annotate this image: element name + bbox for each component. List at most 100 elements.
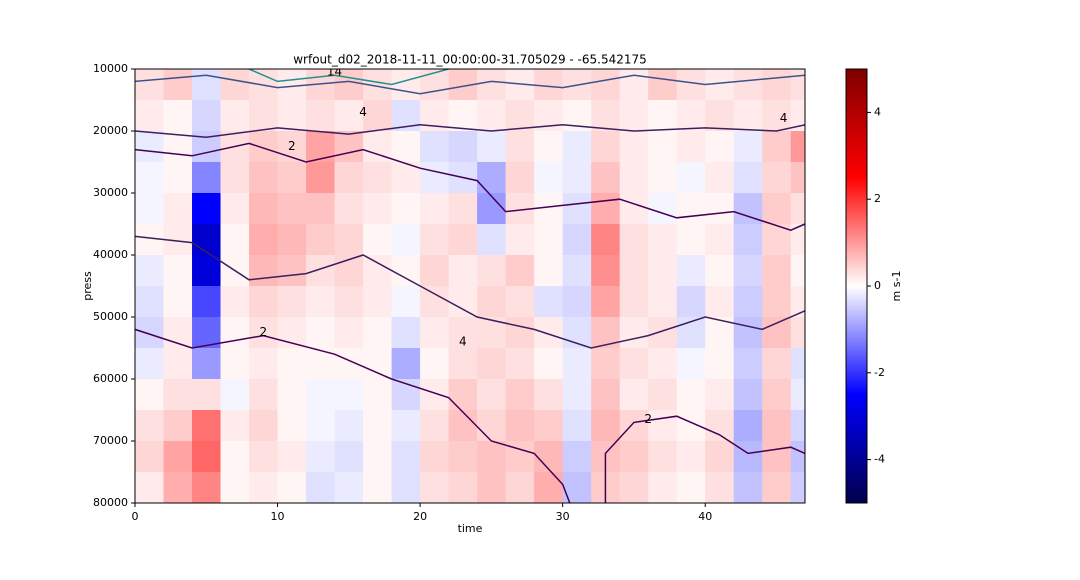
cell bbox=[648, 410, 678, 442]
cell bbox=[391, 193, 421, 225]
cell bbox=[648, 100, 678, 132]
cell bbox=[534, 348, 564, 380]
cell bbox=[676, 69, 706, 101]
cell bbox=[420, 224, 450, 256]
cell bbox=[705, 441, 735, 473]
contour-label: 4 bbox=[780, 111, 788, 125]
cell bbox=[534, 224, 564, 256]
cell bbox=[705, 131, 735, 163]
cell bbox=[648, 193, 678, 225]
cell bbox=[334, 286, 364, 318]
cell bbox=[220, 193, 250, 225]
cell bbox=[334, 100, 364, 132]
cell bbox=[277, 410, 307, 442]
cell bbox=[249, 193, 279, 225]
colorbar-tick-label: -2 bbox=[874, 366, 885, 379]
cell bbox=[420, 193, 450, 225]
cell bbox=[192, 255, 222, 287]
cell bbox=[477, 441, 507, 473]
cell bbox=[334, 193, 364, 225]
cell bbox=[705, 472, 735, 503]
cell bbox=[249, 162, 279, 194]
cell bbox=[391, 441, 421, 473]
cell bbox=[306, 162, 336, 194]
cell bbox=[163, 286, 193, 318]
cell bbox=[562, 379, 592, 411]
cell bbox=[363, 193, 393, 225]
cell bbox=[762, 379, 792, 411]
cell bbox=[505, 286, 535, 318]
cell bbox=[192, 224, 222, 256]
cell bbox=[334, 224, 364, 256]
cell bbox=[135, 348, 165, 380]
cell bbox=[790, 162, 805, 194]
cell bbox=[249, 224, 279, 256]
cell bbox=[505, 348, 535, 380]
cell bbox=[391, 472, 421, 503]
cell bbox=[505, 100, 535, 132]
cell bbox=[591, 348, 621, 380]
cell bbox=[363, 162, 393, 194]
contours: 4 2 4 2 2 4 14 bbox=[135, 69, 805, 503]
cell bbox=[277, 441, 307, 473]
cell bbox=[562, 441, 592, 473]
cell bbox=[306, 472, 336, 503]
cell bbox=[705, 100, 735, 132]
cell bbox=[163, 348, 193, 380]
cell bbox=[591, 379, 621, 411]
cell bbox=[249, 441, 279, 473]
cell bbox=[762, 162, 792, 194]
cell bbox=[220, 472, 250, 503]
y-tick-label: 40000 bbox=[93, 248, 128, 261]
cell bbox=[619, 69, 649, 101]
heatmap bbox=[135, 69, 805, 503]
colorbar bbox=[845, 68, 868, 504]
contour-label: 2 bbox=[644, 412, 652, 426]
cell bbox=[676, 441, 706, 473]
cell bbox=[619, 379, 649, 411]
cell bbox=[562, 255, 592, 287]
cell bbox=[192, 379, 222, 411]
cell bbox=[477, 410, 507, 442]
x-tick-label: 20 bbox=[413, 510, 427, 523]
cell bbox=[363, 410, 393, 442]
cell bbox=[762, 441, 792, 473]
cell bbox=[448, 131, 478, 163]
cell bbox=[249, 348, 279, 380]
cell bbox=[534, 472, 564, 503]
cell bbox=[249, 317, 279, 349]
cell bbox=[733, 410, 763, 442]
cell bbox=[733, 472, 763, 503]
cell bbox=[448, 348, 478, 380]
cell bbox=[534, 441, 564, 473]
cell bbox=[477, 69, 507, 101]
cell bbox=[733, 224, 763, 256]
cell bbox=[591, 410, 621, 442]
cell bbox=[391, 69, 421, 101]
cell bbox=[306, 193, 336, 225]
cell bbox=[534, 286, 564, 318]
cell bbox=[733, 317, 763, 349]
cell bbox=[420, 162, 450, 194]
plot-frame bbox=[134, 68, 806, 504]
y-tick-label: 20000 bbox=[93, 124, 128, 137]
y-tick-label: 50000 bbox=[93, 310, 128, 323]
cell bbox=[733, 162, 763, 194]
cell bbox=[448, 255, 478, 287]
cell bbox=[249, 410, 279, 442]
colorbar-label: m s-1 bbox=[890, 271, 903, 302]
cell bbox=[619, 441, 649, 473]
cell bbox=[705, 286, 735, 318]
cell bbox=[135, 379, 165, 411]
cell bbox=[648, 224, 678, 256]
x-tick-label: 40 bbox=[698, 510, 712, 523]
contour-line bbox=[135, 235, 805, 349]
cell bbox=[163, 162, 193, 194]
cell bbox=[363, 286, 393, 318]
cell bbox=[705, 255, 735, 287]
cell bbox=[733, 69, 763, 101]
cell bbox=[192, 472, 222, 503]
cell bbox=[391, 255, 421, 287]
cell bbox=[762, 255, 792, 287]
